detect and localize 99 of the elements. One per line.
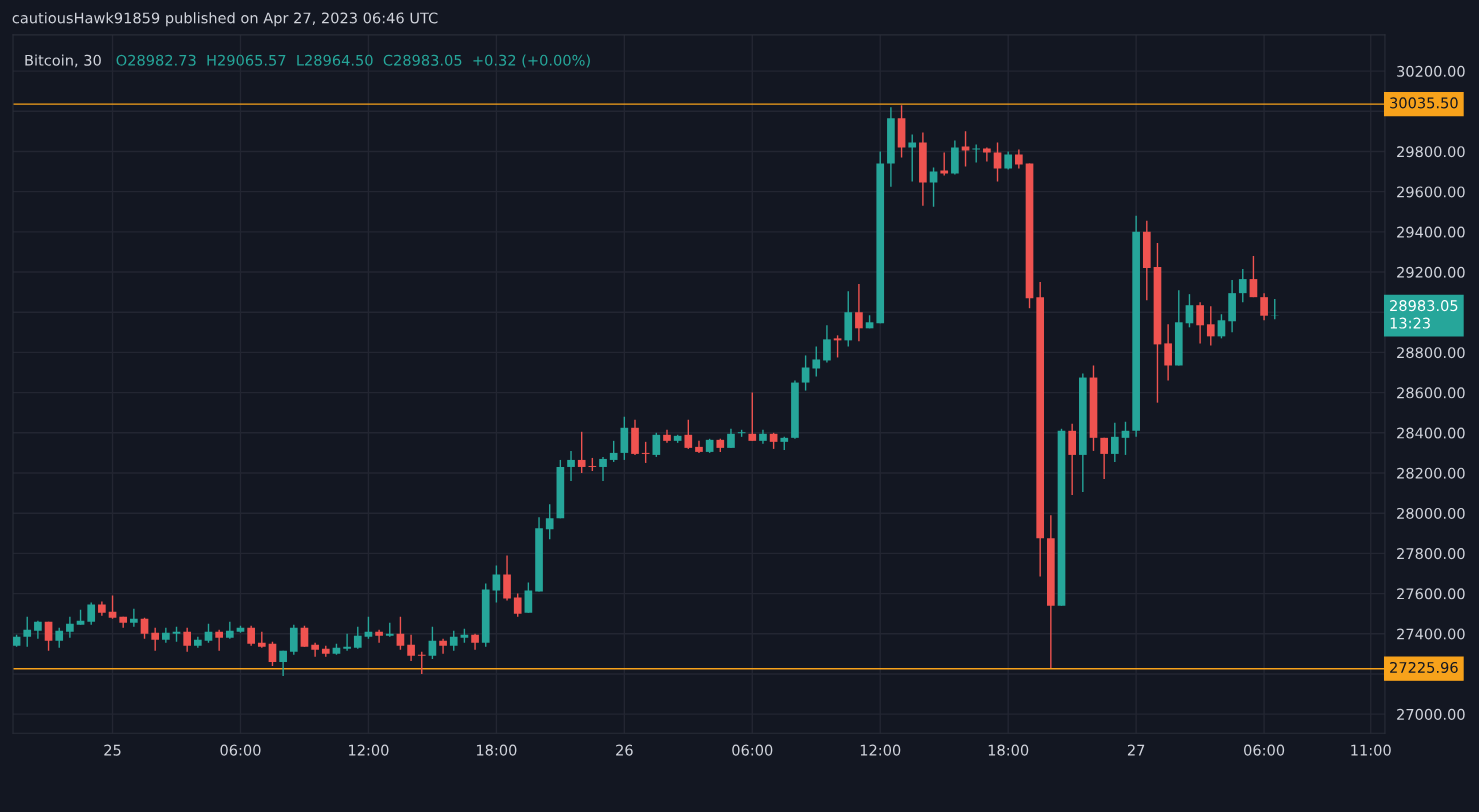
- x-tick-label: 06:00: [732, 744, 773, 756]
- y-tick-label: 28600.00: [1397, 387, 1465, 399]
- y-tick-label: 30200.00: [1397, 65, 1465, 77]
- y-tick-label: 27600.00: [1397, 588, 1465, 600]
- candlestick: [1206, 305, 1215, 347]
- candlestick: [66, 615, 74, 639]
- candlestick: [801, 354, 810, 392]
- y-tick-label: 27400.00: [1397, 628, 1465, 640]
- text: Bitcoin, 30: [25, 54, 101, 68]
- candlestick: [1121, 421, 1130, 456]
- candlestick: [1217, 313, 1226, 340]
- text: O28982.73 H29065.57 L28964.50 C28983.05 +0.32 (+0.00%): [116, 54, 590, 68]
- candlestick: [577, 431, 586, 474]
- candlestick: [300, 625, 309, 648]
- candlestick: [449, 630, 458, 652]
- y-tick-label: 28800.00: [1397, 347, 1465, 359]
- y-tick-label: 28400.00: [1397, 427, 1465, 439]
- candlestick: [524, 581, 533, 614]
- candlestick: [428, 626, 437, 660]
- candlestick: [567, 450, 575, 482]
- candlestick: [311, 642, 319, 658]
- candlestick: [684, 419, 693, 450]
- candlestick: [396, 615, 405, 651]
- candlestick: [439, 638, 447, 655]
- candlestick: [247, 625, 255, 647]
- candlestick: [257, 631, 266, 649]
- candlestick: [1185, 293, 1194, 329]
- candlestick: [364, 615, 373, 640]
- x-tick-label: 25: [104, 744, 121, 756]
- x-tick-label: 26: [616, 744, 633, 756]
- candlestick: [972, 143, 981, 164]
- candlestick: [748, 391, 757, 442]
- candlestick: [599, 456, 607, 482]
- candlestick: [1196, 301, 1204, 345]
- candlestick: [130, 607, 138, 628]
- candlestick: [727, 428, 735, 449]
- candlestick: [855, 283, 863, 343]
- text: cautiousHawk91859 published on Apr 27, 2023 06:46 UTC: [12, 12, 438, 27]
- candlestick: [140, 616, 149, 640]
- candlestick: [545, 503, 554, 541]
- x-tick-label: 11:00: [1351, 744, 1391, 756]
- candlestick: [1004, 150, 1013, 171]
- candlestick: [407, 634, 415, 662]
- candlestick: [34, 620, 42, 640]
- candlestick: [812, 345, 821, 378]
- candlestick: [993, 141, 1002, 183]
- candlestick: [1015, 148, 1023, 170]
- candlestick: [215, 629, 223, 652]
- candlestick: [652, 432, 661, 458]
- candlestick: [1260, 292, 1268, 321]
- candlestick: [108, 594, 117, 620]
- candlestick: [609, 440, 618, 463]
- x-tick-label: 12:00: [349, 744, 389, 756]
- y-tick-label: 29400.00: [1397, 226, 1465, 238]
- candlestick: [929, 166, 938, 208]
- candlestick: [151, 627, 160, 652]
- candlestick: [823, 324, 831, 364]
- candlestick: [23, 615, 32, 648]
- text: 28983.05 13:23: [1390, 300, 1458, 329]
- x-tick-label: 06:00: [220, 744, 261, 756]
- candlestick: [940, 151, 949, 177]
- candlestick: [204, 623, 213, 644]
- candlestick: [513, 592, 522, 618]
- candlestick: [908, 133, 917, 183]
- y-tick-label: 27000.00: [1397, 708, 1465, 720]
- candlestick: [833, 334, 842, 359]
- x-tick-label: 18:00: [476, 744, 517, 756]
- candlestick: [1270, 298, 1279, 321]
- y-tick-label: 29600.00: [1397, 186, 1465, 198]
- candlestick: [641, 441, 650, 464]
- y-tick-label: 27800.00: [1397, 548, 1465, 560]
- candlestick: [343, 633, 351, 652]
- ref-line-label: 27225.96: [1390, 661, 1458, 673]
- candlestick: [353, 626, 362, 650]
- y-tick-label: 29800.00: [1397, 146, 1465, 158]
- ref-line-label: 30035.50: [1390, 97, 1458, 109]
- candlestick: [1249, 255, 1258, 298]
- x-tick-label: 18:00: [988, 744, 1029, 756]
- y-tick-label: 28200.00: [1397, 467, 1465, 479]
- y-tick-label: 29200.00: [1397, 266, 1465, 278]
- candlestick: [961, 130, 970, 168]
- candlestick: [1100, 437, 1108, 480]
- candlestick: [55, 627, 64, 649]
- y-tick-label: 28000.00: [1397, 507, 1465, 519]
- x-tick-label: 06:00: [1244, 744, 1285, 756]
- candlestick: [1110, 422, 1119, 463]
- candlestick: [87, 601, 96, 626]
- candlestick: [183, 627, 192, 653]
- candlestick: [417, 651, 426, 675]
- candlestick: [492, 564, 501, 604]
- candlestick: [983, 146, 991, 163]
- candlestick: [1238, 268, 1247, 303]
- candlestick: [279, 650, 287, 677]
- x-tick-label: 12:00: [860, 744, 901, 756]
- candlestick: [44, 621, 53, 652]
- candlestick: [375, 629, 383, 644]
- candlestick: [1164, 323, 1172, 382]
- x-tick-label: 27: [1127, 744, 1145, 756]
- candlestick: [268, 641, 277, 667]
